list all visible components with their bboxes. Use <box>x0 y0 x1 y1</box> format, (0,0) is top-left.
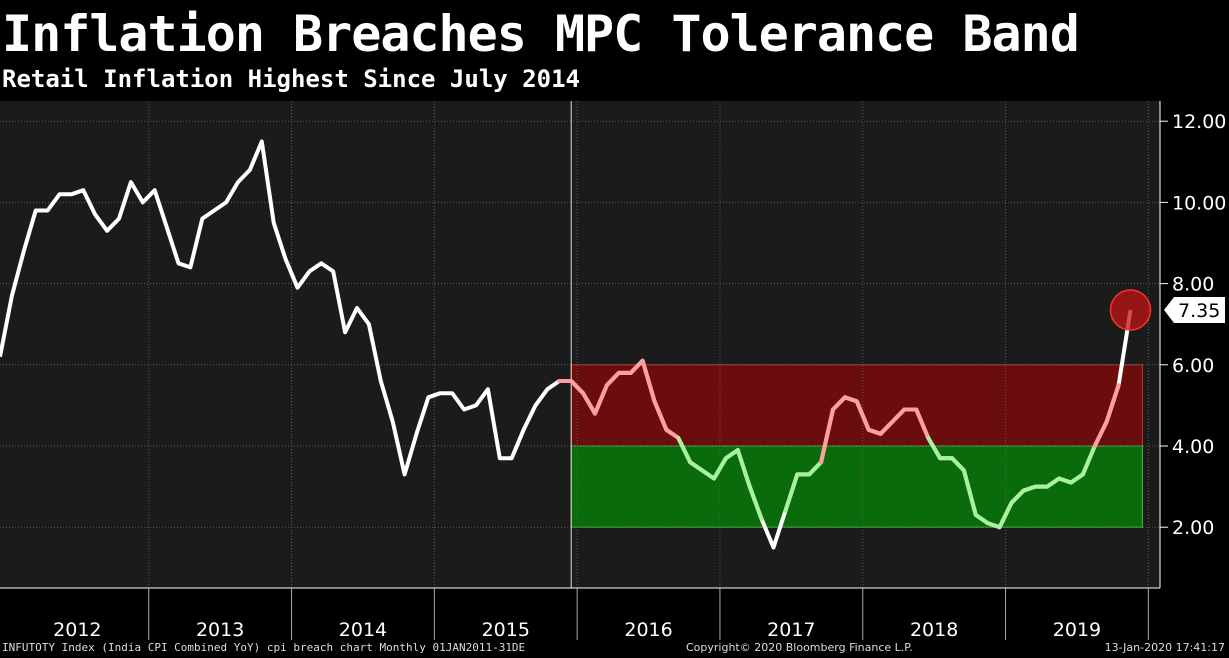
series-segment <box>926 435 943 461</box>
series-segment <box>604 370 621 388</box>
series-segment <box>783 472 800 513</box>
series-segment <box>593 383 609 416</box>
upper-tolerance-band <box>570 364 1143 447</box>
series-segment <box>819 407 835 465</box>
series-segment <box>1045 476 1062 489</box>
chart-subtitle: Retail Inflation Highest Since July 2014 <box>2 65 580 93</box>
series-segment <box>723 448 740 461</box>
y-tick-label: 6.00 <box>1172 355 1214 377</box>
series-segment <box>1009 488 1026 505</box>
last-value-marker <box>1109 289 1152 331</box>
series-segment <box>1057 476 1073 485</box>
x-tick-label: 2013 <box>196 619 244 641</box>
series-segment <box>581 391 597 416</box>
chart-title: Inflation Breaches MPC Tolerance Band <box>2 5 1080 63</box>
y-tick-label: 4.00 <box>1172 436 1214 458</box>
series-segment <box>1104 383 1121 424</box>
x-tick-label: 2019 <box>1053 619 1101 641</box>
footer-copyright: Copyright© 2020 Bloomberg Finance L.P. <box>686 641 913 654</box>
series-segment <box>914 407 931 440</box>
series-segment <box>997 500 1014 530</box>
y-tick-label: 8.00 <box>1172 274 1214 296</box>
x-tick-label: 2017 <box>767 619 815 641</box>
series-segment <box>831 395 847 412</box>
series-segment <box>628 358 645 375</box>
series-segment <box>1021 484 1038 493</box>
x-tick-label: 2015 <box>482 619 530 641</box>
series-segment <box>1069 472 1085 485</box>
series-segment <box>1080 444 1097 477</box>
series-segment <box>569 379 586 396</box>
series-segment <box>747 484 764 522</box>
x-tick-label: 2014 <box>339 619 387 641</box>
last-value-tag <box>1164 296 1225 323</box>
series-segment <box>664 427 681 440</box>
y-tick-label: 10.00 <box>1172 192 1226 214</box>
lower-tolerance-band <box>570 445 1143 528</box>
series-segment <box>866 427 883 436</box>
x-tick-label: 2016 <box>624 619 672 641</box>
series-segment <box>973 513 990 526</box>
series-segment <box>640 358 657 404</box>
last-value-label: 7.35 <box>1178 300 1220 322</box>
series-segment <box>878 419 895 436</box>
series-segment <box>688 460 705 473</box>
series-segment <box>735 448 752 489</box>
series-segment <box>842 395 859 404</box>
y-tick-label: 2.00 <box>1172 517 1214 539</box>
series-segment <box>950 456 966 473</box>
y-tick-label: 12.00 <box>1172 111 1226 133</box>
series-segment <box>961 468 978 518</box>
footer-timestamp: 13-Jan-2020 17:41:17 <box>1104 641 1225 654</box>
x-tick-label: 2012 <box>53 619 101 641</box>
series-segment <box>1092 419 1109 448</box>
series-segment <box>807 460 824 477</box>
series-segment <box>712 456 728 481</box>
series-segment <box>854 399 871 432</box>
series-segment <box>652 399 669 432</box>
series-segment <box>890 407 907 424</box>
x-tick-label: 2018 <box>910 619 958 641</box>
footer-source: INFUTOTY Index (India CPI Combined YoY) … <box>2 641 526 654</box>
series-segment <box>700 468 716 481</box>
series-segment <box>985 521 1002 530</box>
series-segment <box>676 435 693 465</box>
